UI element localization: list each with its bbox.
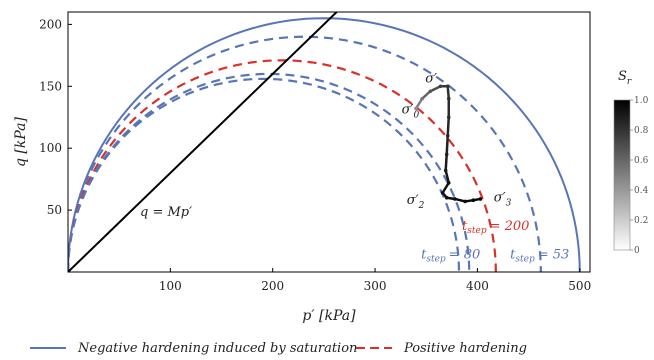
colorbar-tick-label-0: 0 — [634, 246, 640, 256]
annotations: σ′0 σ′ σ′2 σ′3 tstep = 200 tstep = 80 tstep = 53 — [402, 72, 570, 265]
x-tick-label-200: 200 — [261, 279, 284, 293]
colorbar-tick-label-2: 0.4 — [634, 186, 649, 196]
y-tick-label-150: 150 — [39, 79, 62, 93]
legend-label-0: Negative hardening induced by saturation — [77, 341, 357, 356]
stress-path-point-8 — [444, 152, 449, 157]
stress-path-point-4 — [445, 84, 450, 89]
stress-path-segment-4 — [446, 85, 451, 100]
critical-state-line — [68, 12, 339, 272]
stress-path-point-11 — [440, 190, 445, 195]
plot-frame — [67, 11, 591, 273]
stress-point-label-2: σ′2 — [407, 193, 425, 211]
colorbar-label: Sr — [618, 69, 632, 87]
stress-path-segment-8 — [444, 153, 448, 172]
stress-path-point-16 — [478, 197, 483, 201]
stress-path-segment-0 — [414, 97, 424, 110]
x-tick-label-100: 100 — [159, 279, 182, 293]
stress-path-point-9 — [443, 168, 448, 173]
axis-ticks: 100 200 300 400 500 50 100 150 200 — [39, 17, 591, 293]
colorbar-tick-label-4: 0.8 — [634, 126, 649, 136]
legend: Negative hardening induced by saturation… — [30, 341, 527, 356]
stress-path-point-7 — [445, 134, 450, 138]
x-tick-label-300: 300 — [364, 279, 387, 293]
stress-path-point-3 — [438, 84, 443, 89]
y-axis-label: q [kPa] — [13, 116, 29, 166]
stress-path-point-0 — [414, 106, 418, 111]
colorbar-tick-label-3: 0.6 — [634, 156, 649, 166]
x-tick-label-500: 500 — [568, 279, 591, 293]
stress-path-point-15 — [471, 198, 476, 202]
stress-path-segment-7 — [445, 134, 449, 156]
stress-path-point-6 — [446, 115, 451, 120]
yield-surface-0 — [68, 17, 581, 272]
colorbar-tick-label-5: 1.0 — [634, 96, 649, 106]
stress-path-point-14 — [463, 199, 467, 204]
y-tick-label-200: 200 — [39, 17, 62, 31]
x-axis-label: p′ [kPa] — [302, 308, 356, 324]
x-tick-label-400: 400 — [466, 279, 489, 293]
yield-surface-1 — [68, 35, 542, 272]
stress-path-point-2 — [428, 89, 433, 94]
colorbar-tick-label-1: 0.2 — [634, 216, 648, 226]
curve-label-1: tstep = 80 — [421, 247, 480, 264]
stress-path-segment-1 — [420, 89, 432, 100]
stress-path-point-1 — [420, 96, 424, 101]
stress-path-point-13 — [453, 197, 457, 201]
stress-path — [414, 84, 483, 204]
stress-point-label-1: σ′ — [425, 72, 437, 87]
stress-path-segment-9 — [444, 169, 451, 185]
y-tick-label-50: 50 — [47, 203, 62, 217]
stress-point-label-3: σ′3 — [494, 190, 512, 208]
legend-label-1: Positive hardening — [403, 341, 527, 356]
stress-path-point-5 — [446, 96, 451, 101]
colorbar: Sr 0 0.2 0.4 0.6 0.8 1.0 — [613, 69, 649, 256]
critical-state-line-label: q = Mp′ — [140, 205, 192, 220]
stress-path-segment-10 — [441, 181, 451, 195]
yield-surface-4 — [68, 77, 461, 272]
stress-path-segment-2 — [429, 85, 442, 93]
stress-path-segment-6 — [446, 115, 451, 138]
y-tick-label-100: 100 — [39, 141, 62, 155]
yield-surfaces — [68, 12, 581, 272]
stress-path-point-10 — [446, 181, 451, 185]
stress-point-label-0: σ′0 — [402, 103, 420, 121]
curve-label-0: tstep = 200 — [462, 219, 529, 236]
colorbar-gradient — [613, 99, 631, 251]
curve-label-2: tstep = 53 — [510, 247, 569, 264]
yield-surface-2 — [68, 59, 497, 272]
stress-path-point-12 — [444, 195, 449, 200]
